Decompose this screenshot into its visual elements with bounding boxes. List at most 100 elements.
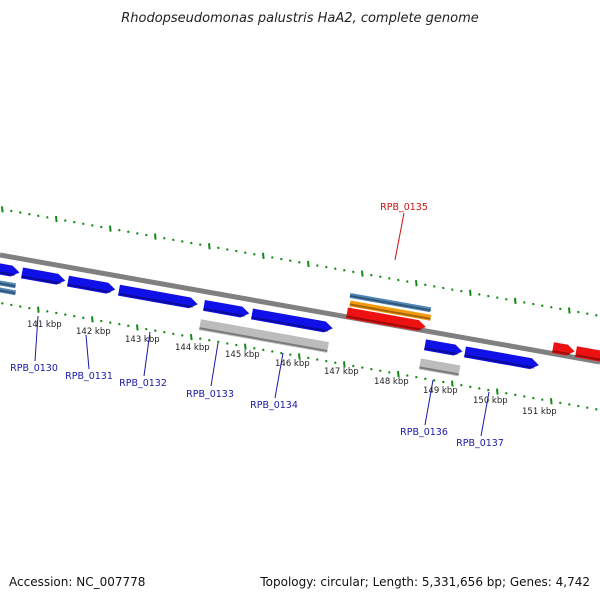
- minor-tick: [514, 393, 517, 397]
- major-tick: [55, 215, 58, 223]
- kbp-tick-label: 151 kbp: [522, 407, 557, 417]
- topology-text: Topology: circular; Length: 5,331,656 bp…: [259, 575, 590, 589]
- minor-tick: [532, 396, 535, 400]
- genome-backbone: [0, 252, 600, 365]
- minor-tick: [172, 238, 175, 242]
- gene-label: RPB_0130: [10, 363, 58, 374]
- gene-arrow-forward-shade: [424, 347, 459, 356]
- inner-tick-track: [1, 302, 598, 411]
- gene-arrow-forward: [118, 284, 198, 309]
- rna-gene-bar: [419, 358, 461, 377]
- minor-tick: [379, 369, 382, 373]
- kbp-tick-label: 143 kbp: [125, 335, 160, 345]
- minor-tick: [433, 285, 436, 288]
- gene-label-leader: [424, 379, 434, 426]
- major-tick: [190, 333, 193, 341]
- gene-arrow-reverse-strand: [575, 346, 600, 363]
- minor-tick: [298, 261, 301, 264]
- gene-arrow-forward: [424, 339, 463, 356]
- minor-tick: [163, 236, 166, 240]
- minor-tick: [181, 240, 184, 243]
- gene-arrow-forward-body: [424, 339, 463, 356]
- gene-label: RPB_0135: [380, 202, 428, 213]
- minor-tick: [352, 364, 355, 368]
- minor-tick: [559, 401, 562, 405]
- minor-tick: [244, 251, 247, 254]
- minor-tick: [235, 249, 238, 253]
- minor-tick: [10, 209, 13, 213]
- major-tick: [37, 306, 40, 313]
- minor-tick: [271, 350, 274, 353]
- minor-tick: [100, 319, 103, 323]
- gene-arrow-reverse-strand-shade: [346, 315, 422, 331]
- minor-tick: [289, 353, 292, 357]
- orange-feature-bar-shade: [349, 303, 431, 320]
- minor-tick: [154, 329, 157, 332]
- kbp-axis-labels: 141 kbp 142 kbp 143 kbp 144 kbp 145 kbp 146 k…: [27, 320, 557, 417]
- minor-tick: [145, 327, 148, 331]
- minor-tick: [316, 358, 319, 361]
- gene-arrow-forward: [203, 299, 250, 318]
- minor-tick: [199, 243, 202, 246]
- minor-tick: [586, 312, 589, 315]
- gene-arrow-forward-shade: [118, 292, 194, 308]
- minor-tick: [262, 348, 265, 352]
- gene-arrow-forward-shade: [21, 275, 61, 285]
- kbp-tick-label: 141 kbp: [27, 320, 62, 330]
- minor-tick: [460, 383, 463, 387]
- gene-label-layer: RPB_0130 RPB_0131 RPB_0132 RPB_0133 RPB_0134…: [10, 202, 504, 449]
- gene-label: RPB_0136: [400, 427, 448, 438]
- major-tick: [109, 225, 112, 232]
- minor-tick: [370, 273, 373, 277]
- kbp-tick-label: 146 kbp: [275, 359, 310, 369]
- major-tick: [343, 361, 346, 368]
- gene-arrow-forward-body: [464, 346, 539, 370]
- minor-tick: [145, 233, 148, 237]
- minor-tick: [505, 391, 508, 395]
- minor-tick: [577, 404, 580, 408]
- kbp-tick-label: 147 kbp: [324, 367, 359, 377]
- minor-tick: [370, 367, 373, 371]
- minor-tick: [64, 313, 67, 316]
- misc-feature-bar: [349, 292, 432, 313]
- minor-tick: [478, 293, 481, 296]
- gene-arrow-forward-shade: [251, 316, 329, 333]
- minor-tick: [442, 380, 445, 384]
- minor-tick: [487, 388, 490, 392]
- minor-tick: [172, 332, 175, 336]
- gene-arrow-reverse-strand-body: [346, 307, 426, 331]
- minor-tick: [541, 398, 544, 401]
- gene-label-leader: [143, 331, 151, 377]
- major-tick: [208, 243, 211, 250]
- gene-label: RPB_0132: [119, 378, 167, 389]
- minor-tick: [199, 337, 202, 340]
- misc-feature-bar: [0, 285, 17, 296]
- minor-tick: [10, 303, 13, 307]
- minor-tick: [532, 302, 535, 306]
- minor-tick: [73, 220, 76, 224]
- gene-label-leader: [34, 315, 39, 362]
- minor-tick: [478, 387, 481, 390]
- minor-tick: [415, 375, 418, 379]
- misc-feature-bar-shade: [0, 287, 16, 295]
- minor-tick: [550, 305, 553, 309]
- minor-tick: [352, 270, 355, 274]
- minor-tick: [28, 212, 31, 216]
- rna-gene-bar: [199, 319, 329, 353]
- kbp-tick-label: 150 kbp: [473, 396, 508, 406]
- minor-tick: [118, 228, 121, 232]
- kbp-tick-label: 142 kbp: [76, 327, 111, 337]
- gene-label: RPB_0131: [65, 371, 113, 382]
- kbp-tick-label: 144 kbp: [175, 343, 210, 353]
- minor-tick: [217, 246, 220, 250]
- minor-tick: [127, 230, 130, 234]
- minor-tick: [379, 275, 382, 279]
- minor-tick: [163, 330, 166, 334]
- rna-gene-bar-body: [419, 358, 461, 377]
- minor-tick: [496, 296, 499, 299]
- map-title: Rhodopseudomonas palustris HaA2, complet…: [121, 11, 479, 26]
- minor-tick: [217, 340, 220, 344]
- accession-text: Accession: NC_007778: [9, 575, 145, 589]
- minor-tick: [46, 216, 49, 219]
- minor-tick: [46, 310, 49, 313]
